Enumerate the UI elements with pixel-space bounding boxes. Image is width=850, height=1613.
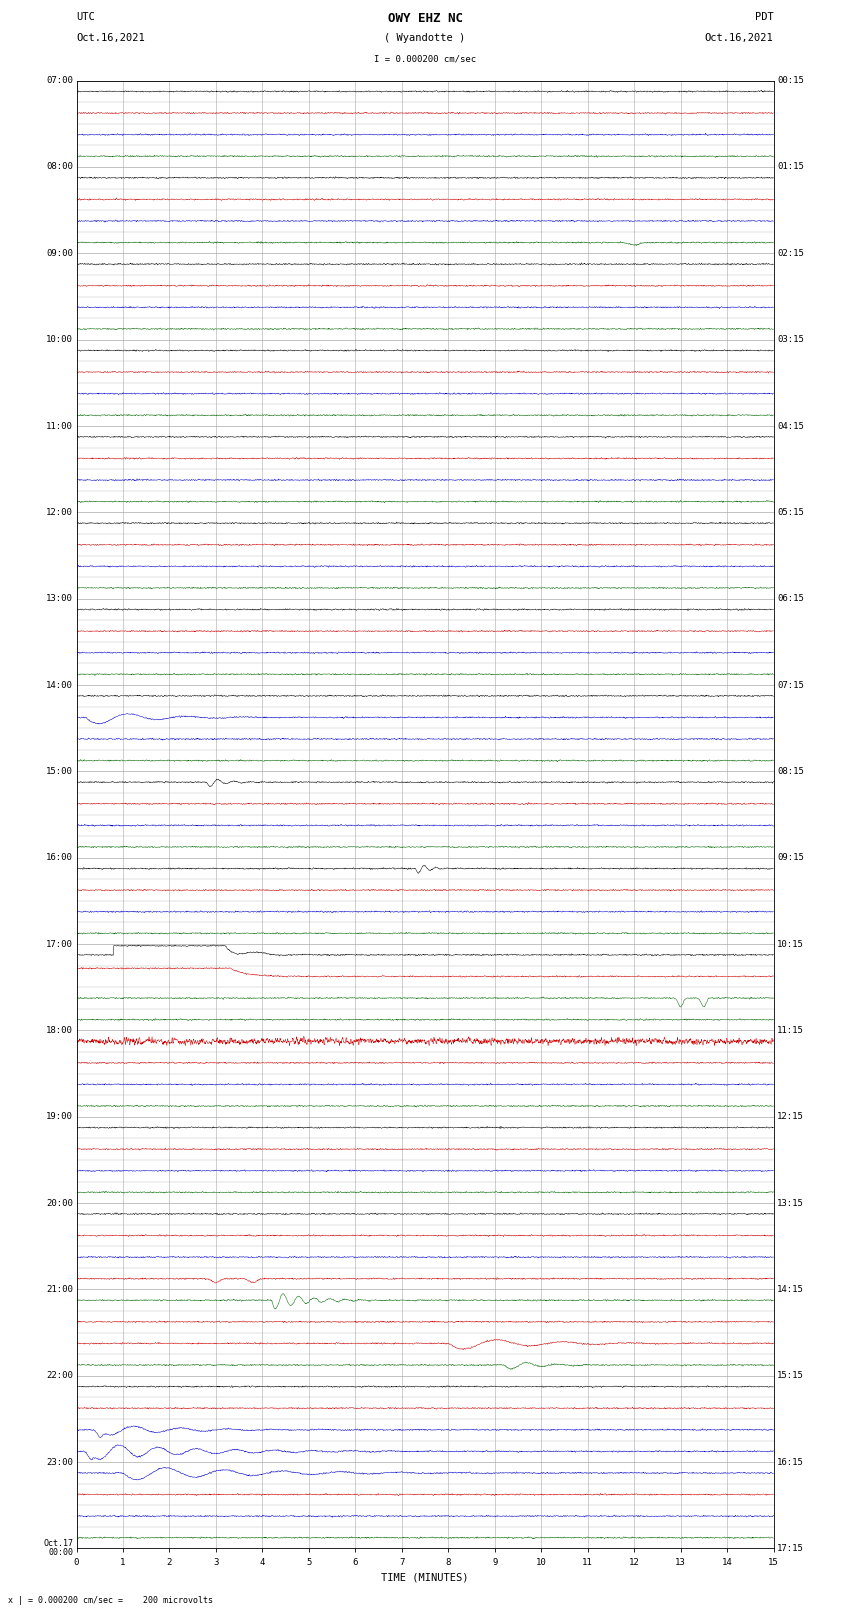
- Text: 10:00: 10:00: [46, 336, 73, 344]
- Text: 15:15: 15:15: [777, 1371, 804, 1381]
- Text: Oct.16,2021: Oct.16,2021: [76, 32, 145, 44]
- Text: 01:15: 01:15: [777, 163, 804, 171]
- Text: 00:15: 00:15: [777, 76, 804, 85]
- Text: 10:15: 10:15: [777, 940, 804, 948]
- Text: Oct.16,2021: Oct.16,2021: [705, 32, 774, 44]
- Text: 15:00: 15:00: [46, 766, 73, 776]
- Text: 20:00: 20:00: [46, 1198, 73, 1208]
- Text: 11:15: 11:15: [777, 1026, 804, 1036]
- Text: ( Wyandotte ): ( Wyandotte ): [384, 32, 466, 44]
- Text: 04:15: 04:15: [777, 421, 804, 431]
- Text: 14:15: 14:15: [777, 1286, 804, 1294]
- Text: 19:00: 19:00: [46, 1113, 73, 1121]
- Text: 07:15: 07:15: [777, 681, 804, 689]
- Text: 05:15: 05:15: [777, 508, 804, 516]
- Text: 18:00: 18:00: [46, 1026, 73, 1036]
- Text: 02:15: 02:15: [777, 248, 804, 258]
- Text: PDT: PDT: [755, 11, 774, 23]
- Text: Oct.17: Oct.17: [43, 1539, 73, 1548]
- Text: 21:00: 21:00: [46, 1286, 73, 1294]
- Text: 16:00: 16:00: [46, 853, 73, 863]
- Text: 07:00: 07:00: [46, 76, 73, 85]
- Text: 13:00: 13:00: [46, 594, 73, 603]
- Text: OWY EHZ NC: OWY EHZ NC: [388, 11, 462, 26]
- Text: 16:15: 16:15: [777, 1458, 804, 1466]
- Text: 03:15: 03:15: [777, 336, 804, 344]
- Text: 13:15: 13:15: [777, 1198, 804, 1208]
- Text: 14:00: 14:00: [46, 681, 73, 689]
- Text: UTC: UTC: [76, 11, 95, 23]
- Text: 17:15: 17:15: [777, 1544, 804, 1553]
- Text: x | = 0.000200 cm/sec =    200 microvolts: x | = 0.000200 cm/sec = 200 microvolts: [8, 1595, 213, 1605]
- Text: 08:15: 08:15: [777, 766, 804, 776]
- Text: 23:00: 23:00: [46, 1458, 73, 1466]
- Text: 11:00: 11:00: [46, 421, 73, 431]
- Text: 08:00: 08:00: [46, 163, 73, 171]
- Text: 09:15: 09:15: [777, 853, 804, 863]
- Text: 12:00: 12:00: [46, 508, 73, 516]
- Text: 22:00: 22:00: [46, 1371, 73, 1381]
- Text: I = 0.000200 cm/sec: I = 0.000200 cm/sec: [374, 53, 476, 63]
- Text: 17:00: 17:00: [46, 940, 73, 948]
- Text: 09:00: 09:00: [46, 248, 73, 258]
- Text: 06:15: 06:15: [777, 594, 804, 603]
- Text: 12:15: 12:15: [777, 1113, 804, 1121]
- Text: 00:00: 00:00: [48, 1548, 73, 1558]
- X-axis label: TIME (MINUTES): TIME (MINUTES): [382, 1573, 468, 1582]
